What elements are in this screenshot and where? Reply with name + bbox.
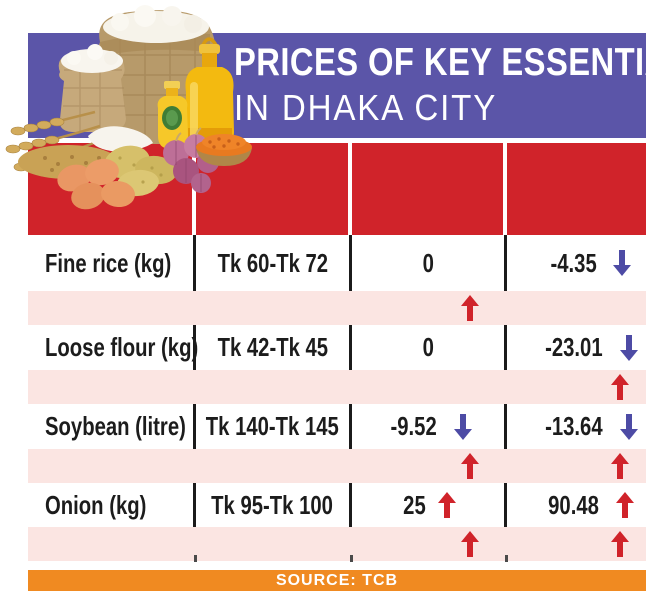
price-cell: Tk 95-Tk 100 (196, 483, 352, 527)
item-cell: Soybean (litre) (28, 404, 196, 449)
change-value: -9.52 (390, 411, 438, 441)
change-arrow-icon (460, 531, 479, 557)
price-cell: Tk 42-Tk 45 (196, 325, 352, 370)
change-arrow-icon (460, 295, 479, 321)
table-subrow (28, 291, 646, 325)
table-subrow (28, 527, 646, 561)
separator-tick (505, 555, 508, 562)
change-arrow-icon (453, 413, 472, 440)
subrow-arrow-cell (352, 291, 507, 325)
change-value: -4.35 (550, 247, 597, 278)
subrow-arrow-cell (507, 527, 646, 561)
price-range: Tk 95-Tk 100 (211, 489, 334, 520)
change-cell: 25 (352, 483, 507, 527)
table-row: Fine rice (kg) Tk 60-Tk 72 0 -4.35 (28, 235, 646, 291)
change-arrow-icon (616, 492, 635, 518)
price-table: Fine rice (kg) Tk 60-Tk 72 0 -4.35 Loose… (28, 143, 646, 561)
change-cell: -9.52 (352, 404, 507, 449)
price-range: Tk 42-Tk 45 (217, 332, 328, 362)
table-row: Onion (kg) Tk 95-Tk 100 25 90.48 (28, 483, 646, 527)
page-subtitle: IN DHAKA CITY (234, 87, 498, 128)
change-value: 90.48 (548, 489, 599, 520)
price-cell: Tk 140-Tk 145 (196, 404, 352, 449)
page-title: PRICES OF KEY ESSENTIALS (234, 41, 654, 84)
change-value: 0 (422, 332, 434, 362)
change-value: 25 (402, 489, 426, 520)
subrow-arrow-cell (507, 291, 646, 325)
source-label: SOURCE: TCB (275, 571, 399, 589)
change-arrow-icon (460, 453, 479, 479)
separator-tick (350, 555, 353, 562)
item-label: Fine rice (kg) (45, 247, 172, 278)
header-cell (507, 143, 646, 235)
change-cell: -23.01 (507, 325, 646, 370)
table-subrow (28, 449, 646, 483)
header-cell (196, 143, 352, 235)
change-value: -23.01 (544, 332, 603, 362)
table-subrow (28, 370, 646, 404)
item-cell: Onion (kg) (28, 483, 196, 527)
price-range: Tk 60-Tk 72 (217, 247, 328, 278)
header-cell (28, 143, 196, 235)
change-arrow-icon (610, 531, 629, 557)
title-banner: PRICES OF KEY ESSENTIALS IN DHAKA CITY (28, 33, 654, 138)
subrow-arrow-cell (507, 370, 646, 404)
title-block: PRICES OF KEY ESSENTIALS IN DHAKA CITY (234, 40, 654, 130)
change-value: 0 (422, 247, 434, 278)
price-cell: Tk 60-Tk 72 (196, 235, 352, 291)
change-cell: 0 (352, 235, 507, 291)
table-header-band (28, 143, 646, 235)
subrow-arrow-cell (507, 449, 646, 483)
item-cell: Fine rice (kg) (28, 235, 196, 291)
subrow-arrow-cell (352, 370, 507, 404)
change-cell: -13.64 (507, 404, 646, 449)
table-row: Soybean (litre) Tk 140-Tk 145 -9.52 -13.… (28, 404, 646, 449)
change-arrow-icon (610, 453, 629, 479)
table-row: Loose flour (kg) Tk 42-Tk 45 0 -23.01 (28, 325, 646, 370)
change-arrow-icon (620, 334, 639, 361)
item-label: Loose flour (kg) (45, 332, 199, 362)
subrow-arrow-cell (352, 527, 507, 561)
change-arrow-icon (438, 492, 457, 518)
separator-tick (194, 555, 197, 562)
subrow-arrow-cell (352, 449, 507, 483)
change-cell: 90.48 (507, 483, 646, 527)
item-cell: Loose flour (kg) (28, 325, 199, 370)
source-bar: SOURCE: TCB (28, 570, 646, 591)
item-label: Soybean (litre) (45, 411, 186, 441)
change-arrow-icon (613, 250, 632, 276)
header-cell (352, 143, 507, 235)
change-arrow-icon (610, 374, 629, 400)
change-cell: 0 (352, 325, 507, 370)
change-arrow-icon (620, 413, 639, 440)
item-label: Onion (kg) (45, 489, 147, 520)
change-cell: -4.35 (507, 235, 646, 291)
change-value: -13.64 (544, 411, 603, 441)
price-range: Tk 140-Tk 145 (205, 411, 340, 441)
